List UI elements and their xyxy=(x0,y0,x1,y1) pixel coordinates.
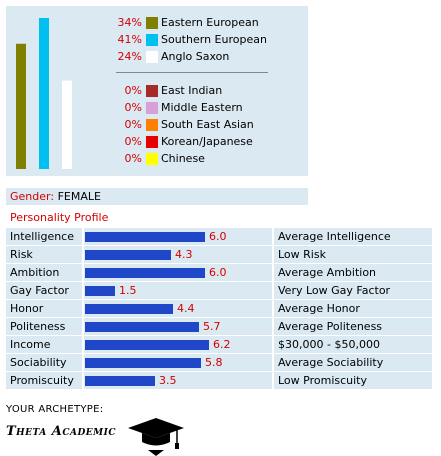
ethnicity-label: East Indian xyxy=(161,84,223,97)
ethnicity-row: 41% Southern European xyxy=(116,33,267,47)
trait-description: Very Low Gay Factor xyxy=(274,282,432,299)
ethnicity-divider xyxy=(116,72,268,73)
ethnicity-swatch xyxy=(146,17,158,29)
ethnicity-label: Anglo Saxon xyxy=(161,50,230,63)
ethnicity-percent: 24% xyxy=(117,50,142,63)
trait-score: 6.0 xyxy=(209,230,227,243)
trait-name: Politeness xyxy=(6,318,82,335)
trait-bar-cell: 5.8 xyxy=(84,354,272,371)
trait-row: Gay Factor 1.5 Very Low Gay Factor xyxy=(6,282,432,299)
trait-row: Promiscuity 3.5 Low Promiscuity xyxy=(6,372,432,389)
ethnicity-label: Middle Eastern xyxy=(161,101,243,114)
trait-bar-cell: 6.0 xyxy=(84,264,272,281)
trait-name: Income xyxy=(6,336,82,353)
trait-name: Honor xyxy=(6,300,82,317)
trait-bar xyxy=(85,358,201,368)
trait-bar-cell: 3.5 xyxy=(84,372,272,389)
trait-description: Average Politeness xyxy=(274,318,432,335)
trait-score: 4.3 xyxy=(175,248,193,261)
ethnicity-percent: 0% xyxy=(124,135,142,148)
trait-score: 5.8 xyxy=(205,356,223,369)
trait-score: 6.2 xyxy=(213,338,231,351)
trait-row: Politeness 5.7 Average Politeness xyxy=(6,318,432,335)
trait-score: 1.5 xyxy=(119,284,137,297)
trait-bar xyxy=(85,286,115,296)
trait-description: Low Risk xyxy=(274,246,432,263)
trait-score: 4.4 xyxy=(177,302,195,315)
trait-row: Income 6.2 $30,000 - $50,000 xyxy=(6,336,432,353)
ethnicity-percent: 34% xyxy=(117,16,142,29)
trait-row: Honor 4.4 Average Honor xyxy=(6,300,432,317)
trait-name: Promiscuity xyxy=(6,372,82,389)
trait-bar xyxy=(85,322,199,332)
trait-bar xyxy=(85,376,155,386)
trait-description: Average Ambition xyxy=(274,264,432,281)
trait-bar xyxy=(85,250,171,260)
ethnicity-bar xyxy=(62,80,72,169)
trait-bar xyxy=(85,340,209,350)
ethnicity-row: 24% Anglo Saxon xyxy=(116,50,229,64)
ethnicity-panel: 34% Eastern European 41% Southern European 2… xyxy=(6,6,308,176)
ethnicity-percent: 0% xyxy=(124,101,142,114)
archetype-name: Theta Academic xyxy=(6,424,116,439)
ethnicity-bar xyxy=(16,43,26,169)
ethnicity-row: 34% Eastern European xyxy=(116,16,259,30)
ethnicity-label: Eastern European xyxy=(161,16,259,29)
ethnicity-percent: 41% xyxy=(117,33,142,46)
trait-description: Average Intelligence xyxy=(274,228,432,245)
trait-score: 6.0 xyxy=(209,266,227,279)
ethnicity-percent: 0% xyxy=(124,84,142,97)
ethnicity-swatch xyxy=(146,136,158,148)
ethnicity-label: Southern European xyxy=(161,33,267,46)
trait-description: Average Sociability xyxy=(274,354,432,371)
trait-name: Ambition xyxy=(6,264,82,281)
ethnicity-label: South East Asian xyxy=(161,118,254,131)
gender-value: FEMALE xyxy=(57,190,101,203)
gender-row: Gender: FEMALE xyxy=(6,188,308,205)
trait-bar xyxy=(85,268,205,278)
trait-row: Intelligence 6.0 Average Intelligence xyxy=(6,228,432,245)
gender-label: Gender: xyxy=(10,190,55,203)
trait-score: 5.7 xyxy=(203,320,221,333)
trait-description: Average Honor xyxy=(274,300,432,317)
trait-bar-cell: 4.4 xyxy=(84,300,272,317)
trait-bar xyxy=(85,304,173,314)
trait-bar-cell: 6.2 xyxy=(84,336,272,353)
trait-score: 3.5 xyxy=(159,374,177,387)
trait-bar-cell: 5.7 xyxy=(84,318,272,335)
ethnicity-swatch xyxy=(146,102,158,114)
archetype-label: YOUR ARCHETYPE: xyxy=(6,404,104,415)
trait-row: Risk 4.3 Low Risk xyxy=(6,246,432,263)
ethnicity-row: 0% Chinese xyxy=(116,152,205,166)
ethnicity-swatch xyxy=(146,153,158,165)
ethnicity-percent: 0% xyxy=(124,118,142,131)
ethnicity-swatch xyxy=(146,85,158,97)
personality-profile-title: Personality Profile xyxy=(10,211,109,224)
trait-name: Intelligence xyxy=(6,228,82,245)
trait-name: Gay Factor xyxy=(6,282,82,299)
trait-row: Ambition 6.0 Average Ambition xyxy=(6,264,432,281)
ethnicity-row: 0% South East Asian xyxy=(116,118,254,132)
ethnicity-swatch xyxy=(146,51,158,63)
ethnicity-row: 0% East Indian xyxy=(116,84,222,98)
trait-name: Sociability xyxy=(6,354,82,371)
trait-bar-cell: 1.5 xyxy=(84,282,272,299)
trait-bar-cell: 4.3 xyxy=(84,246,272,263)
trait-row: Sociability 5.8 Average Sociability xyxy=(6,354,432,371)
trait-bar-cell: 6.0 xyxy=(84,228,272,245)
ethnicity-label: Chinese xyxy=(161,152,205,165)
trait-description: Low Promiscuity xyxy=(274,372,432,389)
ethnicity-swatch xyxy=(146,119,158,131)
ethnicity-bar xyxy=(39,18,49,169)
graduation-cap-icon xyxy=(128,418,184,456)
ethnicity-row: 0% Middle Eastern xyxy=(116,101,243,115)
trait-bar xyxy=(85,232,205,242)
ethnicity-percent: 0% xyxy=(124,152,142,165)
ethnicity-label: Korean/Japanese xyxy=(161,135,253,148)
trait-description: $30,000 - $50,000 xyxy=(274,336,432,353)
trait-name: Risk xyxy=(6,246,82,263)
ethnicity-swatch xyxy=(146,34,158,46)
ethnicity-row: 0% Korean/Japanese xyxy=(116,135,253,149)
ethnicity-bar-chart xyxy=(16,18,72,169)
